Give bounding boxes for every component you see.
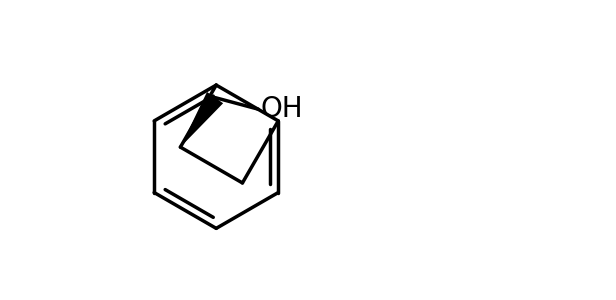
Polygon shape [180,92,223,147]
Text: OH: OH [261,95,304,123]
